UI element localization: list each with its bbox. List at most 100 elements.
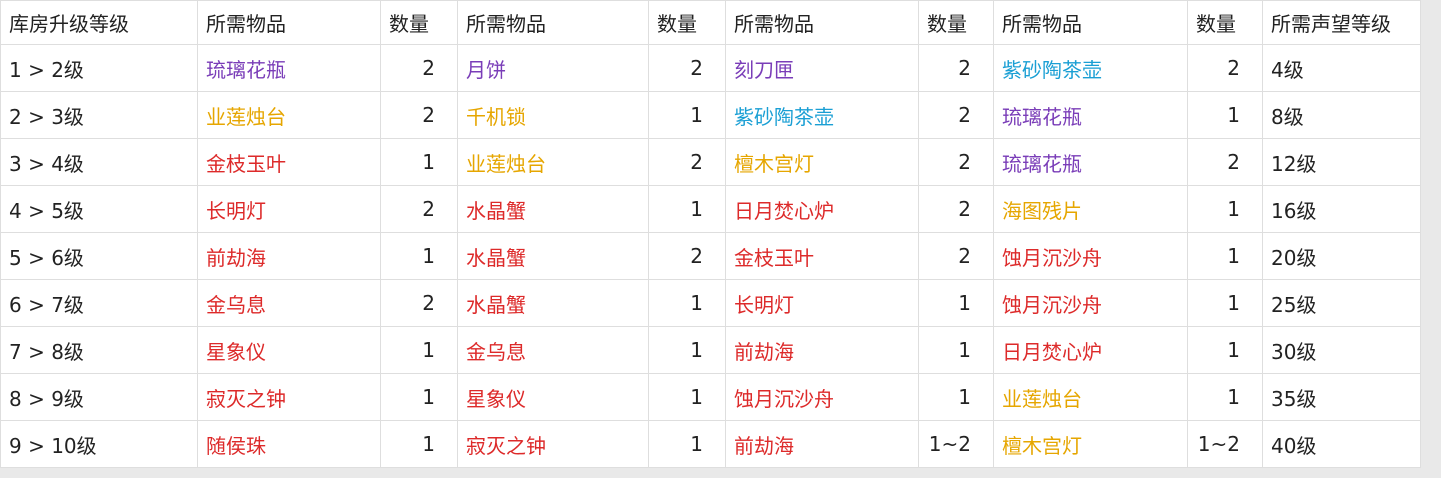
- item-cell: 檀木宫灯: [725, 138, 919, 186]
- item-cell: 月饼: [457, 44, 649, 92]
- level-cell: 20级: [1262, 232, 1421, 280]
- item-cell: 寂灭之钟: [457, 420, 649, 468]
- item-cell: 紫砂陶茶壶: [725, 91, 919, 139]
- level-cell: 16级: [1262, 185, 1421, 233]
- item-cell: 业莲烛台: [457, 138, 649, 186]
- quantity-cell: 2: [1187, 44, 1263, 92]
- data-row: 7 > 8级 星象仪 1 金乌息 1 前劫海 1 日月焚心炉 1 30级: [0, 326, 1421, 374]
- level-cell: 3 > 4级: [0, 138, 198, 186]
- item-cell: 星象仪: [457, 373, 649, 421]
- quantity-cell: 2: [918, 185, 994, 233]
- item-cell: 水晶蟹: [457, 185, 649, 233]
- item-cell: 长明灯: [197, 185, 381, 233]
- quantity-cell: 1: [380, 420, 458, 468]
- level-cell: 5 > 6级: [0, 232, 198, 280]
- header-cell: 所需物品: [197, 0, 381, 45]
- header-cell: 库房升级等级: [0, 0, 198, 45]
- quantity-cell: 1: [918, 279, 994, 327]
- quantity-cell: 1~2: [918, 420, 994, 468]
- quantity-cell: 2: [380, 44, 458, 92]
- table-body: 库房升级等级 所需物品 数量 所需物品 数量 所需物品 数量 所需物品 数量 所需声望等级 1 > …: [0, 0, 1421, 468]
- item-cell: 刻刀匣: [725, 44, 919, 92]
- item-cell: 前劫海: [725, 326, 919, 374]
- quantity-cell: 1: [648, 326, 726, 374]
- level-cell: 7 > 8级: [0, 326, 198, 374]
- quantity-cell: 1: [648, 91, 726, 139]
- level-cell: 8级: [1262, 91, 1421, 139]
- header-cell: 所需物品: [457, 0, 649, 45]
- item-cell: 星象仪: [197, 326, 381, 374]
- item-cell: 蚀月沉沙舟: [993, 232, 1188, 280]
- quantity-cell: 1: [648, 420, 726, 468]
- header-row: 库房升级等级 所需物品 数量 所需物品 数量 所需物品 数量 所需物品 数量 所需声望等级: [0, 0, 1421, 45]
- level-cell: 40级: [1262, 420, 1421, 468]
- quantity-cell: 2: [648, 138, 726, 186]
- level-cell: 1 > 2级: [0, 44, 198, 92]
- quantity-cell: 1: [380, 326, 458, 374]
- item-cell: 檀木宫灯: [993, 420, 1188, 468]
- header-cell: 所需声望等级: [1262, 0, 1421, 45]
- item-cell: 蚀月沉沙舟: [993, 279, 1188, 327]
- header-cell: 所需物品: [725, 0, 919, 45]
- data-row: 6 > 7级 金乌息 2 水晶蟹 1 长明灯 1 蚀月沉沙舟 1 25级: [0, 279, 1421, 327]
- quantity-cell: 1: [380, 373, 458, 421]
- level-cell: 4 > 5级: [0, 185, 198, 233]
- quantity-cell: 1: [1187, 185, 1263, 233]
- header-cell: 数量: [918, 0, 994, 45]
- item-cell: 千机锁: [457, 91, 649, 139]
- item-cell: 前劫海: [197, 232, 381, 280]
- data-row: 3 > 4级 金枝玉叶 1 业莲烛台 2 檀木宫灯 2 琉璃花瓶 2 12级: [0, 138, 1421, 186]
- quantity-cell: 2: [380, 91, 458, 139]
- item-cell: 金枝玉叶: [197, 138, 381, 186]
- quantity-cell: 1: [1187, 373, 1263, 421]
- data-row: 8 > 9级 寂灭之钟 1 星象仪 1 蚀月沉沙舟 1 业莲烛台 1 35级: [0, 373, 1421, 421]
- quantity-cell: 1: [1187, 279, 1263, 327]
- item-cell: 水晶蟹: [457, 279, 649, 327]
- item-cell: 前劫海: [725, 420, 919, 468]
- item-cell: 日月焚心炉: [725, 185, 919, 233]
- header-cell: 数量: [380, 0, 458, 45]
- level-cell: 4级: [1262, 44, 1421, 92]
- quantity-cell: 2: [648, 44, 726, 92]
- quantity-cell: 2: [918, 44, 994, 92]
- header-cell: 数量: [648, 0, 726, 45]
- quantity-cell: 1: [1187, 326, 1263, 374]
- item-cell: 琉璃花瓶: [197, 44, 381, 92]
- item-cell: 寂灭之钟: [197, 373, 381, 421]
- quantity-cell: 1: [918, 373, 994, 421]
- level-cell: 2 > 3级: [0, 91, 198, 139]
- quantity-cell: 2: [918, 91, 994, 139]
- item-cell: 业莲烛台: [197, 91, 381, 139]
- level-cell: 12级: [1262, 138, 1421, 186]
- quantity-cell: 1~2: [1187, 420, 1263, 468]
- item-cell: 紫砂陶茶壶: [993, 44, 1188, 92]
- item-cell: 随侯珠: [197, 420, 381, 468]
- level-cell: 6 > 7级: [0, 279, 198, 327]
- level-cell: 9 > 10级: [0, 420, 198, 468]
- quantity-cell: 1: [648, 279, 726, 327]
- item-cell: 蚀月沉沙舟: [725, 373, 919, 421]
- item-cell: 日月焚心炉: [993, 326, 1188, 374]
- quantity-cell: 2: [918, 232, 994, 280]
- quantity-cell: 2: [1187, 138, 1263, 186]
- item-cell: 业莲烛台: [993, 373, 1188, 421]
- quantity-cell: 2: [648, 232, 726, 280]
- quantity-cell: 2: [918, 138, 994, 186]
- data-row: 1 > 2级 琉璃花瓶 2 月饼 2 刻刀匣 2 紫砂陶茶壶 2 4级: [0, 44, 1421, 92]
- quantity-cell: 2: [380, 185, 458, 233]
- data-row: 5 > 6级 前劫海 1 水晶蟹 2 金枝玉叶 2 蚀月沉沙舟 1 20级: [0, 232, 1421, 280]
- item-cell: 金乌息: [197, 279, 381, 327]
- quantity-cell: 1: [648, 373, 726, 421]
- item-cell: 琉璃花瓶: [993, 91, 1188, 139]
- item-cell: 金枝玉叶: [725, 232, 919, 280]
- header-cell: 所需物品: [993, 0, 1188, 45]
- level-cell: 8 > 9级: [0, 373, 198, 421]
- quantity-cell: 2: [380, 279, 458, 327]
- level-cell: 30级: [1262, 326, 1421, 374]
- item-cell: 琉璃花瓶: [993, 138, 1188, 186]
- item-cell: 水晶蟹: [457, 232, 649, 280]
- quantity-cell: 1: [380, 232, 458, 280]
- header-cell: 数量: [1187, 0, 1263, 45]
- quantity-cell: 1: [918, 326, 994, 374]
